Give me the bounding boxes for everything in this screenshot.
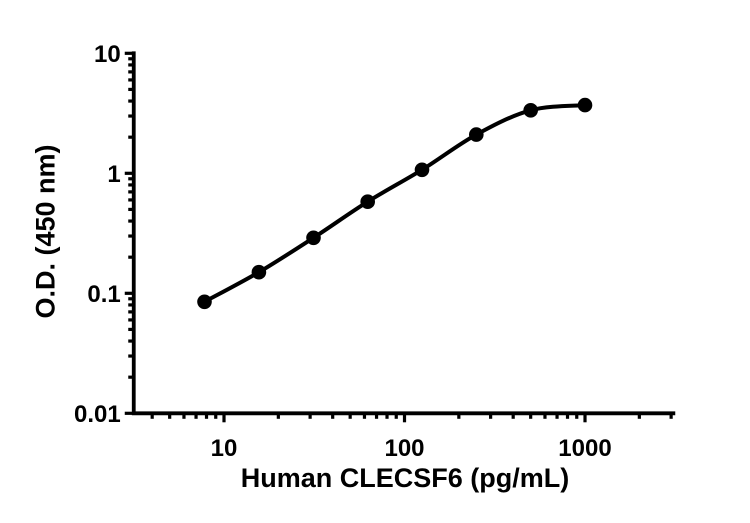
x-axis-ticks: [150, 413, 673, 423]
data-point-marker: [197, 294, 212, 310]
x-tick-label: 10: [211, 435, 238, 462]
data-points: [197, 97, 593, 310]
axis-frame: [131, 51, 676, 416]
data-point-marker: [251, 264, 267, 280]
x-tick-label: 100: [384, 435, 424, 462]
data-point-marker: [306, 230, 321, 246]
y-axis-ticks: [124, 51, 134, 415]
y-tick-label: 10: [94, 41, 121, 68]
data-point-marker: [577, 97, 593, 113]
data-point-marker: [469, 127, 484, 142]
x-tick-label: 1000: [558, 435, 611, 462]
data-point-marker: [523, 103, 538, 118]
data-point-marker: [360, 194, 376, 209]
y-tick-label: 0.1: [87, 281, 120, 308]
fit-curve: [202, 103, 587, 304]
y-tick-label: 0.01: [74, 401, 121, 428]
x-axis-title: Human CLECSF6 (pg/mL): [240, 463, 570, 493]
tick-labels: 10 1 0.1 0.01 10 100 1000: [74, 41, 612, 462]
y-tick-label: 1: [107, 161, 120, 188]
y-axis-title: O.D. (450 nm): [30, 144, 61, 319]
data-point-marker: [414, 162, 430, 178]
